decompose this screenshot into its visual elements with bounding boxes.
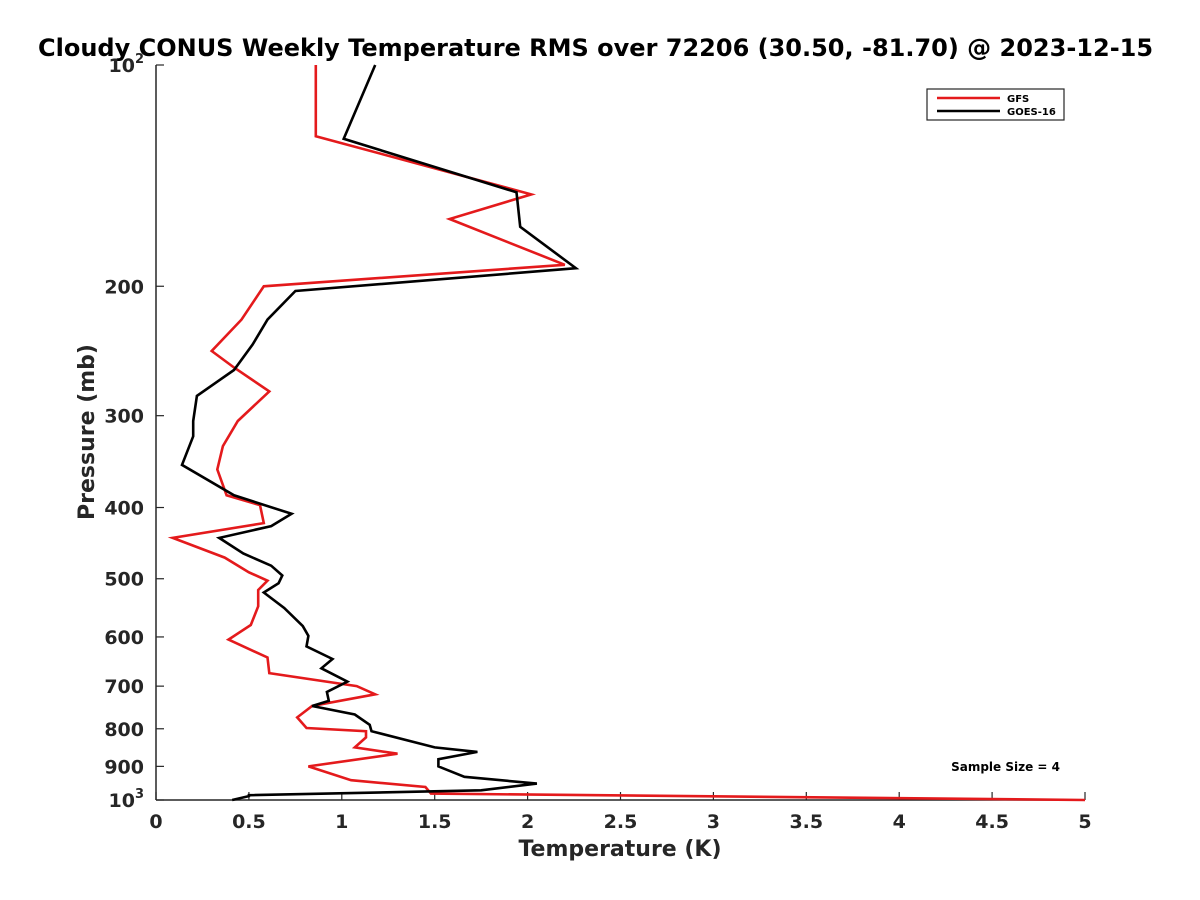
chart-title: Cloudy CONUS Weekly Temperature RMS over… [38,34,1153,62]
y-tick-label-exponent: 3 [135,787,144,802]
y-tick-label-base: 500 [104,569,144,591]
series-layer [167,64,1086,802]
y-tick-label: 102 [109,52,145,77]
x-tick-label: 2 [521,811,534,833]
x-tick-label: 3.5 [789,811,823,833]
x-tick-label: 2.5 [604,811,638,833]
sample-size-annotation: Sample Size = 4 [951,760,1060,774]
legend-label: GOES-16 [1007,107,1056,118]
x-tick-label: 5 [1078,811,1091,833]
x-axis-label: Temperature (K) [518,837,721,862]
y-tick-label: 500 [104,569,144,591]
x-tick-label: 4 [893,811,906,833]
y-tick-label: 300 [104,406,144,428]
y-tick-label-base: 800 [104,719,144,741]
series-line-goes-16 [180,64,580,802]
x-tick-label: 3 [707,811,720,833]
y-tick-label-base: 200 [104,276,144,298]
legend-box [926,88,1065,121]
x-tick-label: 4.5 [975,811,1009,833]
y-tick-label-exponent: 2 [135,52,144,67]
x-tick-label: 0.5 [232,811,266,833]
y-axis-label: Pressure (mb) [75,344,100,520]
y-tick-label-base: 700 [104,676,144,698]
series-line-gfs [167,65,1086,802]
y-tick-label-base: 600 [104,627,144,649]
y-tick-label-base: 400 [104,498,144,520]
legend: GFS GOES-16 [926,88,1065,121]
y-tick-label: 200 [104,276,144,298]
y-tick-label-base: 300 [104,406,144,428]
plot-area [155,65,1085,801]
x-tick-label: 1.5 [418,811,452,833]
x-tick-label: 0 [149,811,162,833]
y-tick-label: 600 [104,627,144,649]
y-tick-label: 103 [109,787,145,812]
x-tick-label: 1 [335,811,348,833]
legend-label: GFS [1007,94,1029,105]
y-tick-label: 800 [104,719,144,741]
y-tick-label: 900 [104,756,144,778]
x-ticks: 0 0.5 1 1.5 2 2.5 3 3.5 4 4.5 5 [149,792,1092,833]
y-tick-label: 700 [104,676,144,698]
y-tick-label-base: 10 [109,790,135,812]
y-tick-label-base: 10 [109,55,135,77]
y-tick-label-base: 900 [104,756,144,778]
y-tick-label: 400 [104,498,144,520]
